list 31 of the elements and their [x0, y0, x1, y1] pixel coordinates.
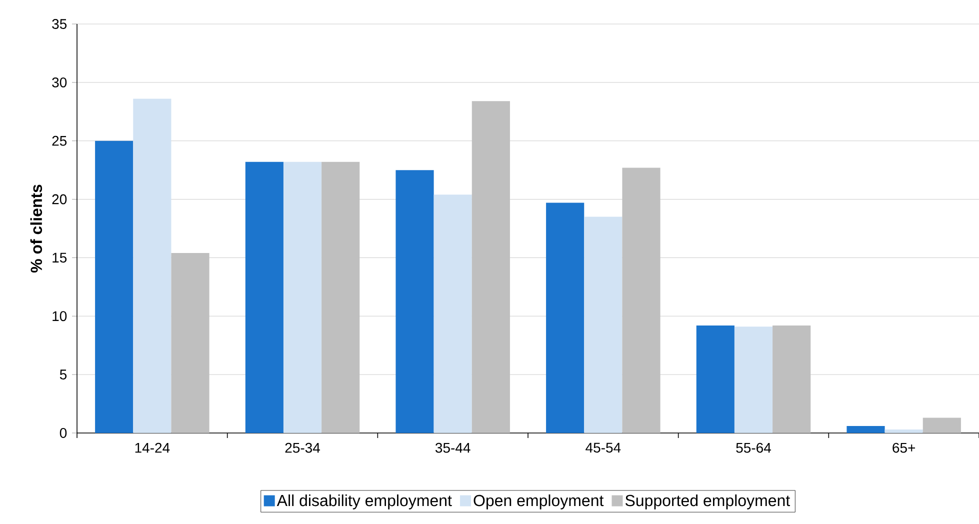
y-tick-label: 20: [52, 194, 67, 204]
x-tick-label: 65+: [892, 442, 916, 453]
y-tick-label: 25: [52, 136, 67, 146]
y-tick-label: 15: [52, 252, 67, 263]
x-tick-label: 45-54: [586, 442, 621, 453]
bar: [734, 326, 773, 433]
y-tick-label: 30: [52, 77, 67, 88]
bar: [396, 170, 434, 433]
bar: [584, 216, 622, 433]
y-axis-title: % of clients: [30, 184, 42, 273]
x-tick-label: 55-64: [736, 442, 771, 453]
bar: [133, 98, 172, 433]
legend-label: Supported employment: [625, 494, 790, 510]
y-tick-label: 0: [60, 428, 67, 438]
bar: [283, 162, 322, 433]
x-tick-label: 25-34: [285, 442, 320, 453]
y-tick-label: 5: [60, 370, 67, 380]
legend-label: All disability employment: [276, 494, 452, 510]
y-tick-label: 35: [52, 19, 67, 29]
bar: [245, 162, 284, 433]
bar: [922, 418, 961, 433]
y-tick-label: 10: [52, 311, 67, 322]
x-tick-label: 14-24: [135, 442, 170, 453]
bar: [696, 325, 734, 433]
bar: [546, 202, 584, 433]
bar: [95, 140, 134, 433]
bar: [884, 429, 923, 433]
x-tick-label: 35-44: [435, 442, 470, 453]
legend-label: Open employment: [474, 494, 604, 510]
bar: [434, 194, 472, 433]
bar: [846, 426, 885, 433]
